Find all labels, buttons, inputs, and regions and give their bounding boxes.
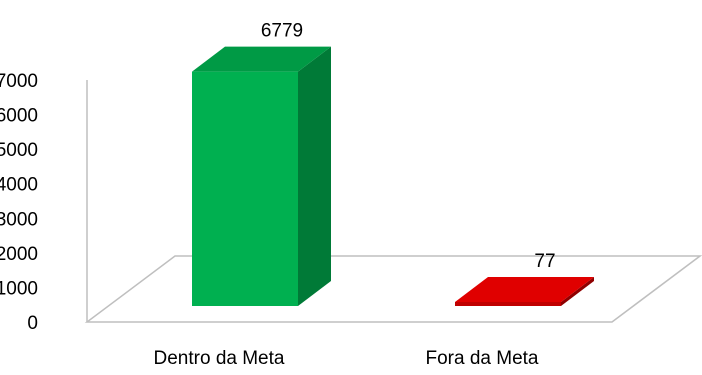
bar-side [298,46,331,306]
y-tick-label: 1000 [0,278,38,299]
y-tick-label: 2000 [0,244,38,265]
bar-side [561,277,594,306]
bar-2 [455,277,594,306]
y-tick-label: 4000 [0,175,38,196]
bar-top [192,46,331,72]
y-axis: 0 1000 2000 3000 4000 5000 6000 7000 [0,71,88,334]
y-tick-label: 6000 [0,106,38,127]
data-label: 6779 [261,21,303,42]
y-tick-label: 3000 [0,209,38,230]
data-label: 77 [534,251,555,272]
y-tick-label: 5000 [0,140,38,161]
bar-1 [192,46,331,306]
y-tick-label: 7000 [0,71,38,92]
category-label: Dentro da Meta [154,348,285,369]
labels: 6779 Dentro da Meta 77 Fora da Meta [154,21,556,369]
floor-plane [84,255,702,323]
bar-front [192,71,298,306]
bar-top [455,277,594,302]
bars [192,46,594,306]
chart-floor [84,255,702,323]
y-tick-label: 0 [27,313,38,334]
bar-front [455,302,561,306]
category-label: Fora da Meta [426,348,539,369]
